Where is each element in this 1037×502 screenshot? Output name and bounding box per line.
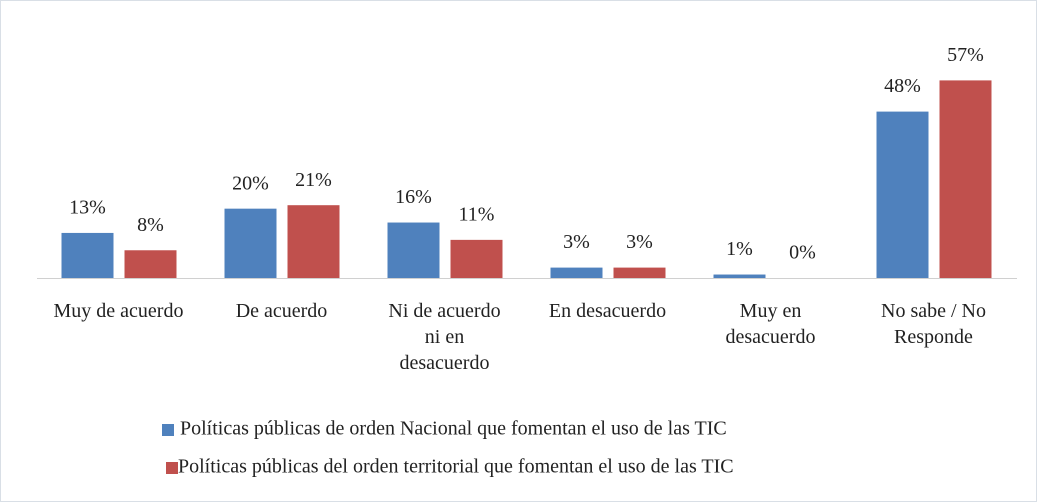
bar <box>224 208 277 278</box>
data-label: 1% <box>726 238 753 260</box>
bar <box>61 232 114 278</box>
data-label: 0% <box>789 242 816 264</box>
bar <box>613 267 666 278</box>
data-label: 13% <box>69 197 106 219</box>
bar <box>387 222 440 278</box>
bar <box>876 111 929 278</box>
data-label: 20% <box>232 172 269 194</box>
data-label: 3% <box>626 231 653 253</box>
data-label: 3% <box>563 231 590 253</box>
bar <box>287 205 340 278</box>
x-tick-label: No sabe / No Responde <box>881 300 986 348</box>
data-label: 48% <box>884 75 921 97</box>
legend-swatch <box>166 462 178 474</box>
bar <box>550 267 603 278</box>
bar <box>124 250 177 278</box>
data-label: 8% <box>137 214 164 236</box>
legend-swatch <box>162 424 174 436</box>
data-label: 57% <box>947 44 984 66</box>
legend-label: Políticas públicas de orden Nacional que… <box>180 418 727 440</box>
legend-label: Políticas públicas del orden territorial… <box>178 456 734 478</box>
data-label: 11% <box>459 203 495 225</box>
bar <box>450 239 503 278</box>
x-tick-label: De acuerdo <box>235 300 328 322</box>
x-tick-label: En desacuerdo <box>548 300 667 322</box>
data-label: 16% <box>395 186 432 208</box>
data-label: 21% <box>295 169 332 191</box>
x-tick-label: Muy en desacuerdo <box>725 300 816 348</box>
x-tick-label: Muy de acuerdo <box>53 300 184 322</box>
x-tick-label: Ni de acuerdo ni en desacuerdo <box>388 300 501 374</box>
bar <box>713 274 766 278</box>
bar <box>939 80 992 279</box>
